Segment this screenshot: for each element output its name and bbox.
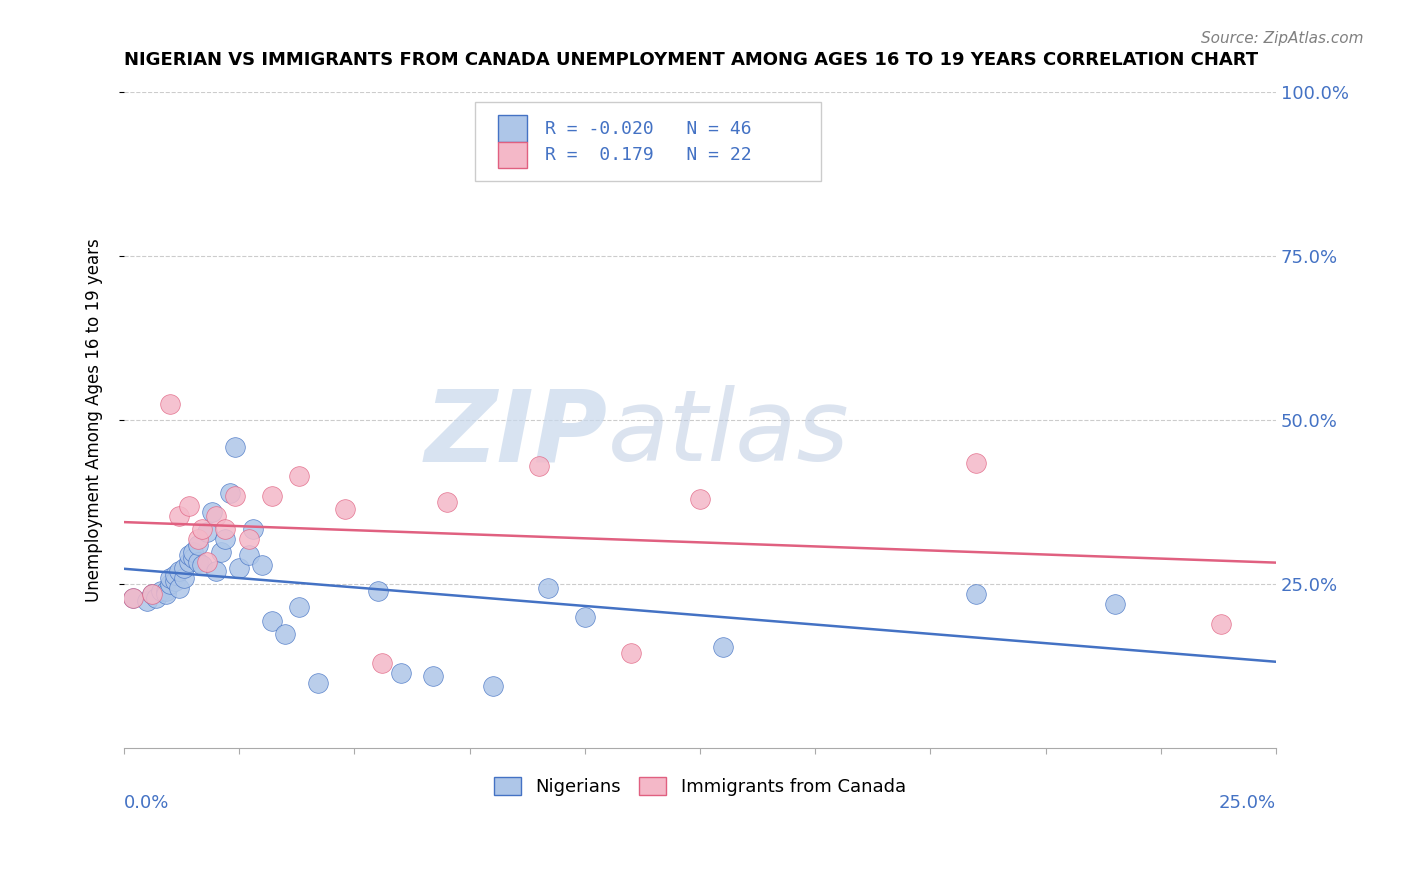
Point — [136, 594, 159, 608]
Bar — [499, 115, 527, 142]
Point — [238, 548, 260, 562]
Point — [122, 591, 145, 605]
Text: NIGERIAN VS IMMIGRANTS FROM CANADA UNEMPLOYMENT AMONG AGES 16 TO 19 YEARS CORREL: NIGERIAN VS IMMIGRANTS FROM CANADA UNEMP… — [124, 51, 1258, 69]
Point — [122, 591, 145, 605]
Point — [169, 565, 191, 579]
Point — [205, 565, 228, 579]
Point — [481, 679, 503, 693]
Point — [195, 524, 218, 539]
Point — [436, 495, 458, 509]
FancyBboxPatch shape — [475, 103, 821, 181]
Point — [307, 676, 329, 690]
Point — [159, 577, 181, 591]
Point — [711, 640, 734, 654]
Point — [177, 548, 200, 562]
Point — [689, 492, 711, 507]
Point — [260, 489, 283, 503]
Point — [187, 555, 209, 569]
Point — [209, 544, 232, 558]
Point — [159, 571, 181, 585]
Point — [145, 591, 167, 605]
Point — [371, 656, 394, 670]
Point — [288, 600, 311, 615]
Point — [191, 558, 214, 572]
Point — [335, 502, 357, 516]
Text: 0.0%: 0.0% — [124, 795, 170, 813]
Point — [260, 614, 283, 628]
Point — [181, 551, 204, 566]
Point — [274, 626, 297, 640]
Text: R = -0.020   N = 46: R = -0.020 N = 46 — [544, 120, 751, 137]
Point — [173, 571, 195, 585]
Point — [288, 469, 311, 483]
Point — [224, 440, 246, 454]
Point — [177, 555, 200, 569]
Point — [155, 584, 177, 599]
Point — [228, 561, 250, 575]
Point — [195, 555, 218, 569]
Y-axis label: Unemployment Among Ages 16 to 19 years: Unemployment Among Ages 16 to 19 years — [86, 238, 103, 602]
Point — [177, 499, 200, 513]
Point — [966, 587, 988, 601]
Text: Source: ZipAtlas.com: Source: ZipAtlas.com — [1201, 31, 1364, 46]
Point — [966, 456, 988, 470]
Point — [141, 587, 163, 601]
Point — [163, 567, 186, 582]
Point — [191, 522, 214, 536]
Point — [150, 584, 173, 599]
Bar — [499, 142, 527, 168]
Point — [214, 532, 236, 546]
Point — [574, 610, 596, 624]
Point — [389, 666, 412, 681]
Point — [1104, 597, 1126, 611]
Point — [201, 505, 224, 519]
Point — [537, 581, 560, 595]
Point — [169, 508, 191, 523]
Legend: Nigerians, Immigrants from Canada: Nigerians, Immigrants from Canada — [485, 768, 915, 805]
Text: 25.0%: 25.0% — [1219, 795, 1277, 813]
Point — [238, 532, 260, 546]
Point — [159, 397, 181, 411]
Point — [187, 538, 209, 552]
Point — [1209, 616, 1232, 631]
Point — [141, 587, 163, 601]
Point — [219, 485, 242, 500]
Point — [367, 584, 389, 599]
Point — [187, 532, 209, 546]
Point — [181, 544, 204, 558]
Text: R =  0.179   N = 22: R = 0.179 N = 22 — [544, 145, 751, 164]
Point — [620, 646, 643, 660]
Point — [173, 561, 195, 575]
Point — [155, 587, 177, 601]
Point — [252, 558, 274, 572]
Point — [169, 581, 191, 595]
Point — [224, 489, 246, 503]
Point — [163, 574, 186, 589]
Point — [214, 522, 236, 536]
Point — [242, 522, 264, 536]
Point — [422, 669, 444, 683]
Point — [205, 508, 228, 523]
Point — [527, 459, 550, 474]
Text: atlas: atlas — [607, 385, 849, 482]
Text: ZIP: ZIP — [425, 385, 607, 482]
